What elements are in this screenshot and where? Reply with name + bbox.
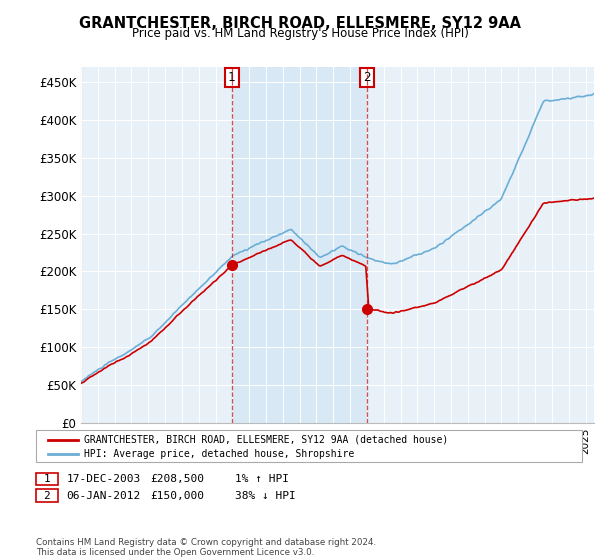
Text: Price paid vs. HM Land Registry's House Price Index (HPI): Price paid vs. HM Land Registry's House … (131, 27, 469, 40)
Text: 17-DEC-2003: 17-DEC-2003 (67, 474, 141, 484)
Bar (232, 67, 367, 423)
Text: GRANTCHESTER, BIRCH ROAD, ELLESMERE, SY12 9AA: GRANTCHESTER, BIRCH ROAD, ELLESMERE, SY1… (79, 16, 521, 31)
Text: £208,500: £208,500 (151, 474, 205, 484)
Text: 1% ↑ HPI: 1% ↑ HPI (235, 474, 289, 484)
Text: Contains HM Land Registry data © Crown copyright and database right 2024.
This d: Contains HM Land Registry data © Crown c… (36, 538, 376, 557)
Text: 1: 1 (43, 474, 50, 484)
Text: 1: 1 (228, 71, 235, 85)
Text: HPI: Average price, detached house, Shropshire: HPI: Average price, detached house, Shro… (84, 449, 354, 459)
Text: GRANTCHESTER, BIRCH ROAD, ELLESMERE, SY12 9AA (detached house): GRANTCHESTER, BIRCH ROAD, ELLESMERE, SY1… (84, 435, 448, 445)
Text: £150,000: £150,000 (151, 491, 205, 501)
Text: 06-JAN-2012: 06-JAN-2012 (67, 491, 141, 501)
Text: 38% ↓ HPI: 38% ↓ HPI (235, 491, 295, 501)
Text: 2: 2 (43, 491, 50, 501)
Text: 2: 2 (364, 71, 371, 85)
